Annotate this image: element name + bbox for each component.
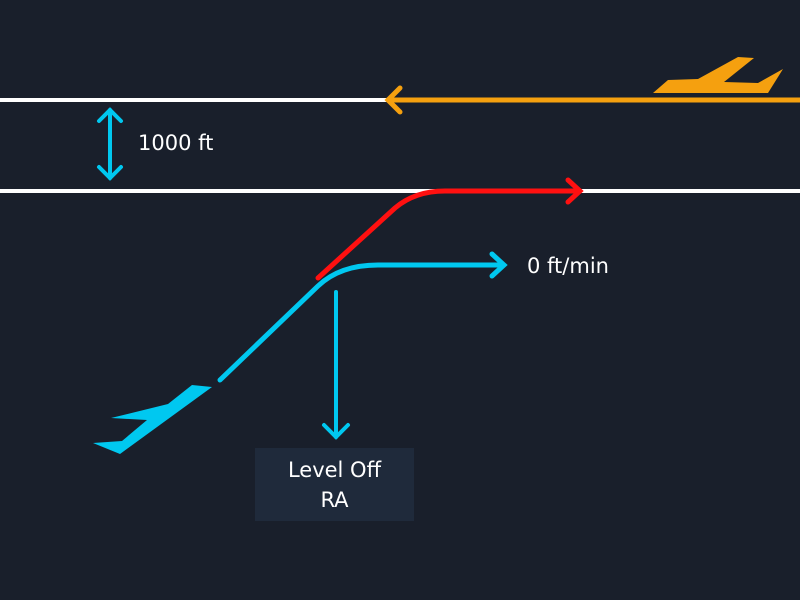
- ra-label-box: Level Off RA: [255, 448, 414, 521]
- ra-pointer-arrow: [322, 290, 350, 440]
- ra-label-line1: Level Off: [287, 458, 382, 482]
- original-climb-path: [315, 177, 584, 281]
- ra-label-line2: RA: [320, 488, 349, 512]
- own-aircraft-icon: [93, 385, 212, 454]
- separation-double-arrow: [97, 107, 123, 181]
- intruder-aircraft-icon: [653, 57, 783, 93]
- intruder-path-arrow: [384, 85, 800, 115]
- level-off-path: [217, 251, 508, 383]
- vertical-speed-label: 0 ft/min: [527, 254, 609, 278]
- separation-label: 1000 ft: [138, 131, 214, 155]
